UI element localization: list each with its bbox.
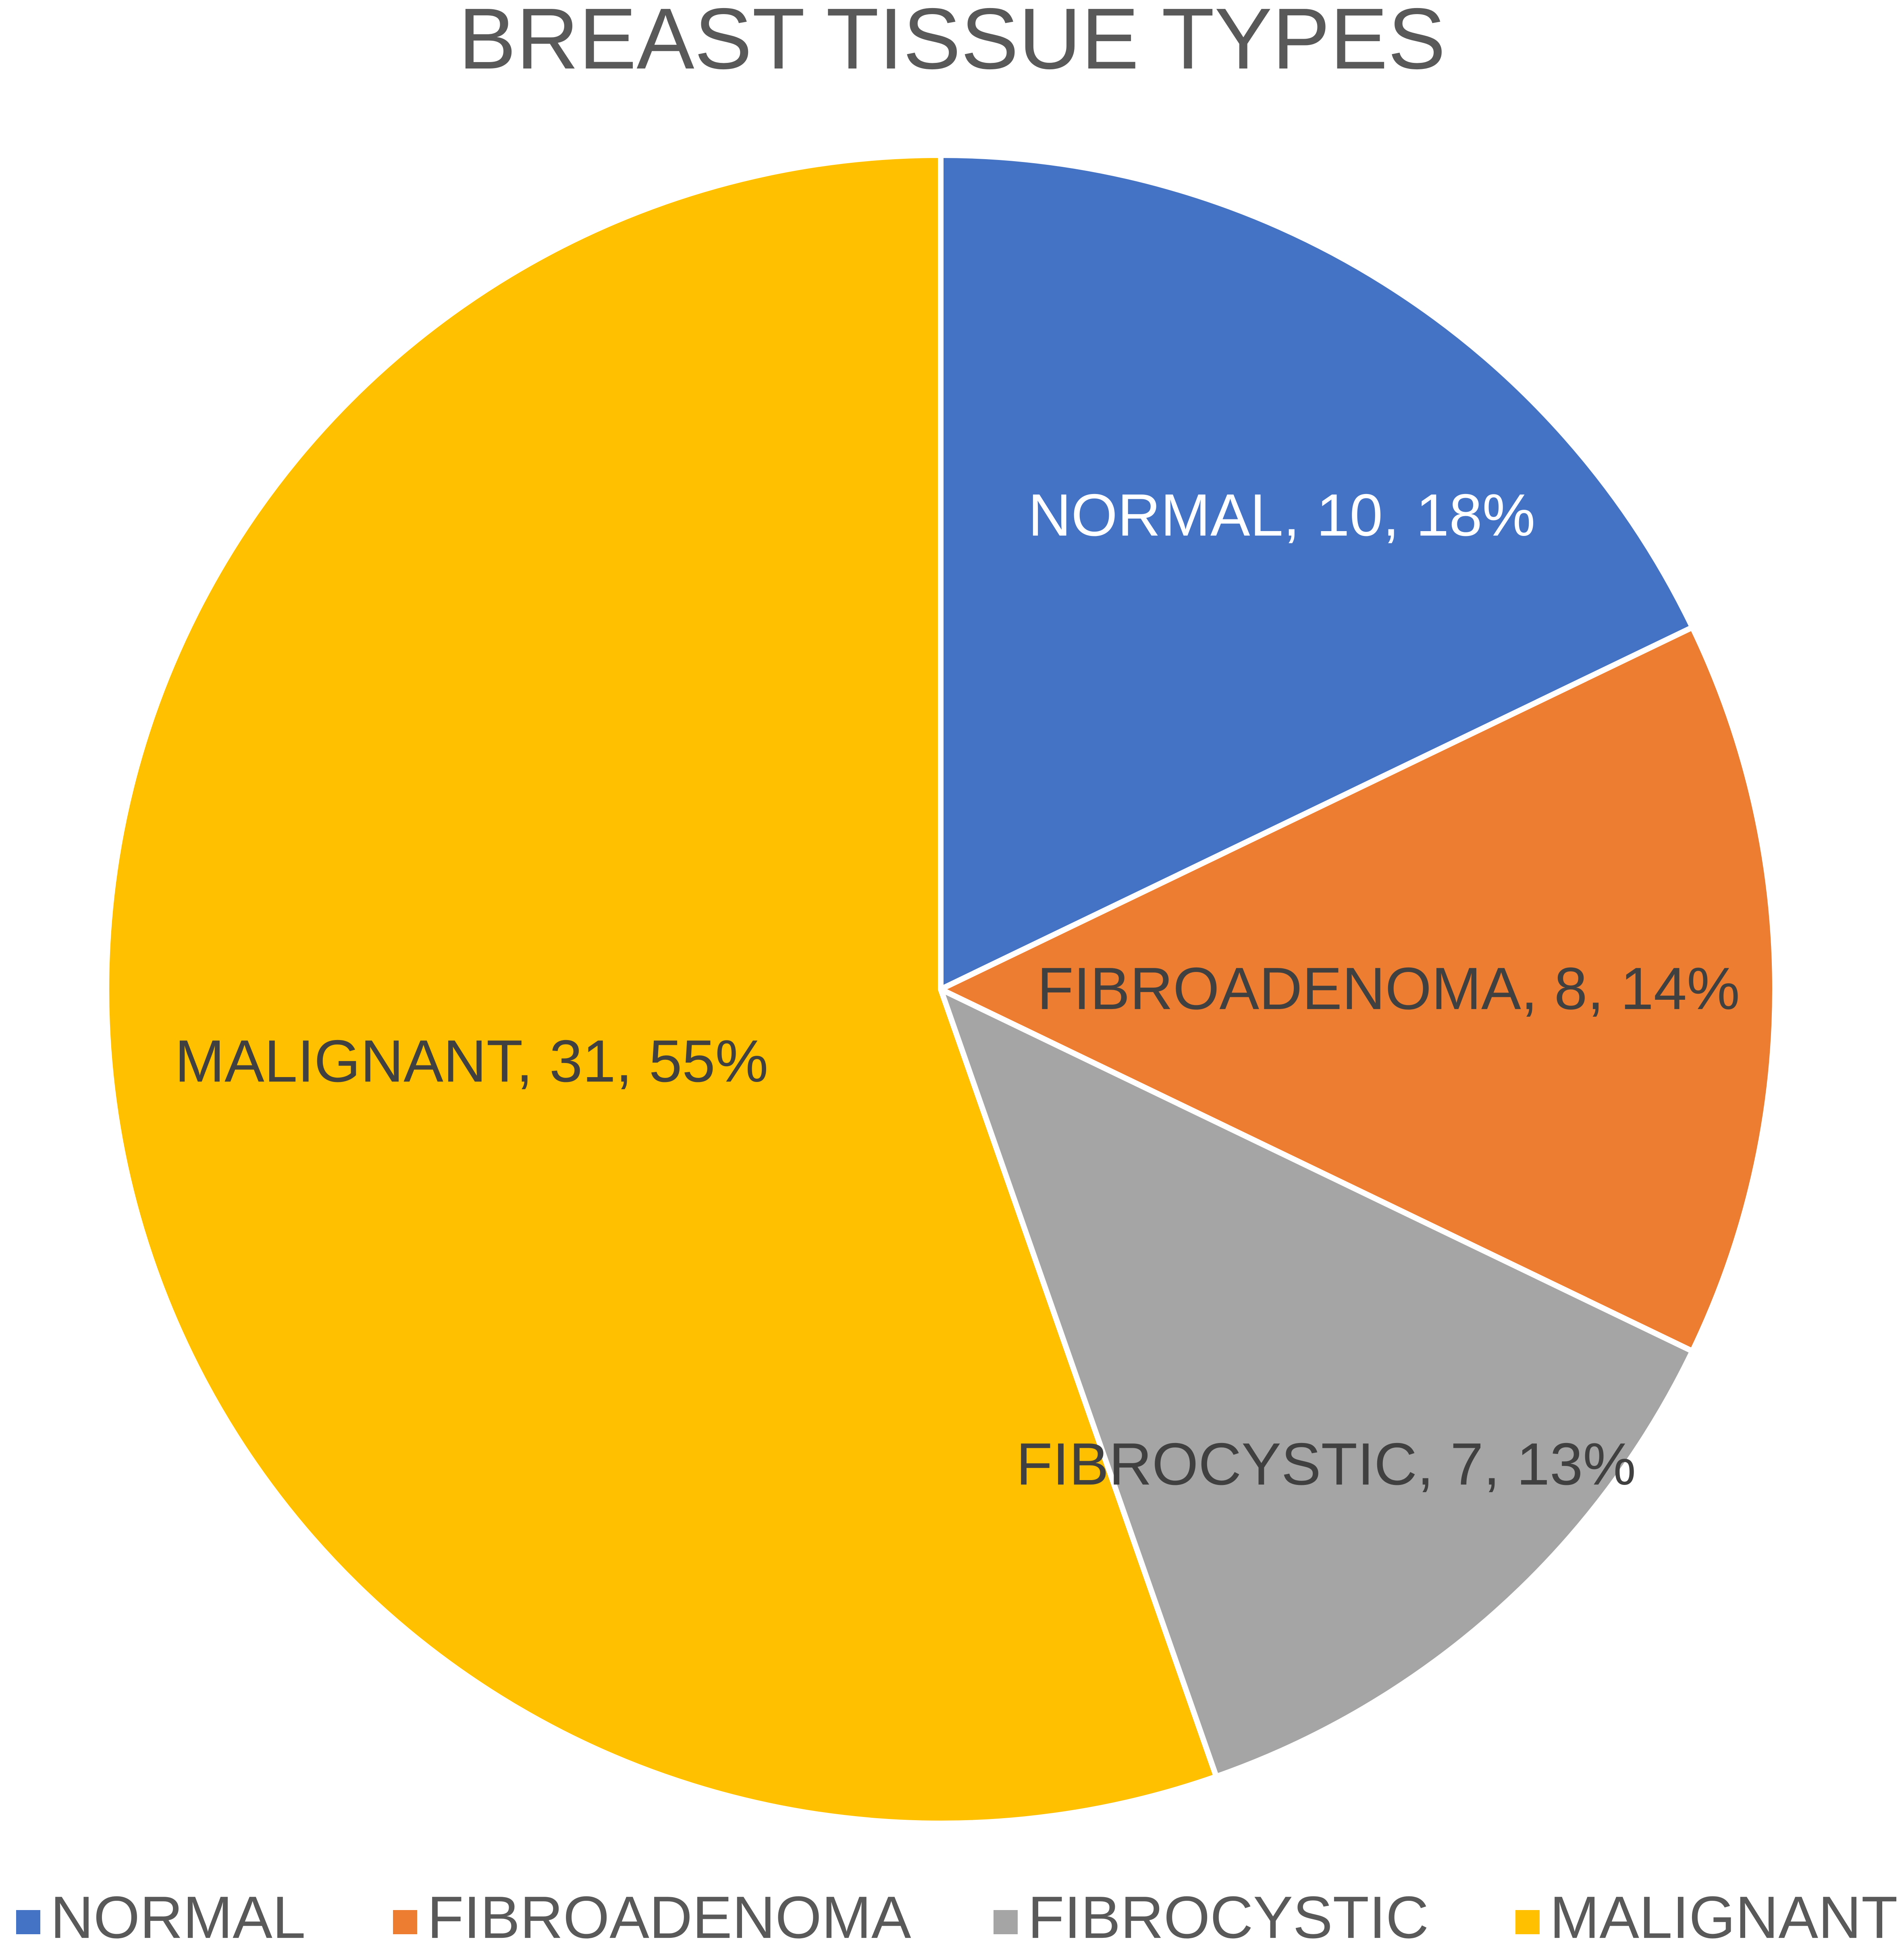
legend-label-fibrocystic: FIBROCYSTIC — [1028, 1884, 1429, 1951]
pie-slice-fibroadenoma — [938, 624, 1778, 1354]
legend-item-normal: NORMAL — [16, 1884, 306, 1951]
data-label-fibrocystic: FIBROCYSTIC, 7, 13% — [1016, 1431, 1636, 1497]
data-label-malignant: MALIGNANT, 31, 55% — [175, 1028, 768, 1094]
legend-item-fibroadenoma: FIBROADENOMA — [393, 1884, 911, 1951]
pie-slices — [104, 152, 1778, 1826]
legend-item-fibrocystic: FIBROCYSTIC — [994, 1884, 1429, 1951]
legend-swatch-normal — [16, 1910, 40, 1934]
pie-slice-normal — [938, 152, 1696, 992]
legend-swatch-fibrocystic — [994, 1910, 1018, 1934]
legend-label-fibroadenoma: FIBROADENOMA — [427, 1884, 911, 1951]
legend-swatch-fibroadenoma — [393, 1910, 417, 1934]
chart-title: BREAST TISSUE TYPES — [458, 0, 1446, 87]
pie-slice-fibrocystic — [938, 986, 1696, 1779]
pie-data-labels: NORMAL, 10, 18% FIBROADENOMA, 8, 14% FIBRO… — [175, 482, 1740, 1497]
legend-label-malignant: MALIGNANT — [1550, 1884, 1898, 1951]
chart-legend: NORMAL FIBROADENOMA FIBROCYSTIC MALIGNANT — [16, 1884, 1898, 1951]
pie-slice-malignant — [104, 152, 1219, 1826]
legend-item-malignant: MALIGNANT — [1515, 1884, 1898, 1951]
data-label-normal: NORMAL, 10, 18% — [1028, 482, 1536, 548]
legend-label-normal: NORMAL — [50, 1884, 306, 1951]
data-label-fibroadenoma: FIBROADENOMA, 8, 14% — [1037, 955, 1740, 1022]
legend-swatch-malignant — [1515, 1910, 1540, 1934]
